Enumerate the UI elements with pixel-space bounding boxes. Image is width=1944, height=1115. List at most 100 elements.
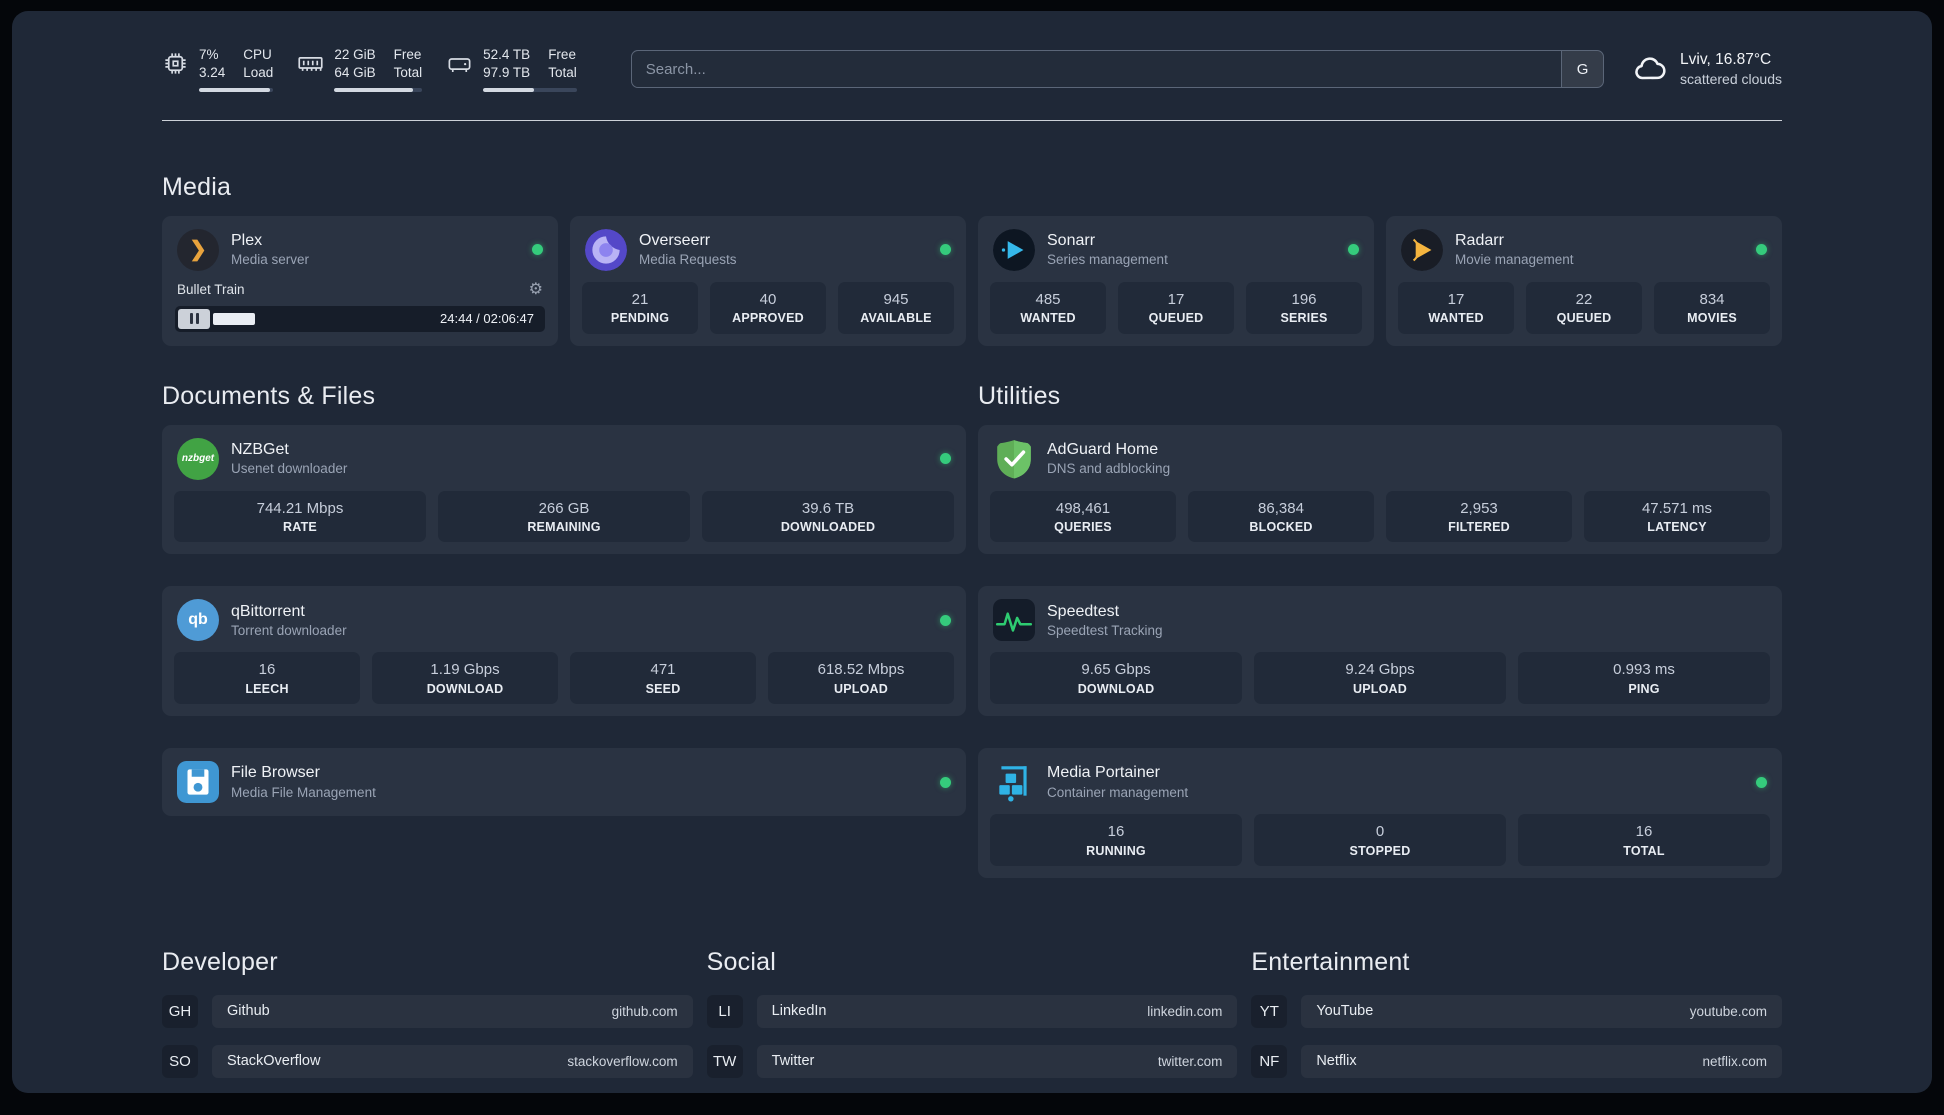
ram-total: 64 GiB — [334, 64, 376, 80]
portainer-card[interactable]: Media Portainer Container management 16 … — [978, 748, 1782, 878]
stat-label: PING — [1628, 681, 1660, 696]
bookmark-name: LinkedIn — [771, 1003, 827, 1020]
cpu-progress-bar — [199, 87, 274, 92]
cpu-percent: 7% — [199, 47, 219, 62]
app-subtitle: Media server — [231, 252, 310, 268]
app-name: NZBGet — [231, 440, 289, 458]
status-dot — [1348, 244, 1359, 256]
speedtest-card[interactable]: Speedtest Speedtest Tracking 9.65 Gbps D… — [978, 586, 1782, 716]
bookmark-url: stackoverflow.com — [567, 1053, 678, 1069]
nzbget-card[interactable]: nzbget NZBGet Usenet downloader 744.21 M… — [162, 424, 966, 555]
stat-value: 744.21 Mbps — [256, 499, 344, 517]
bookmark-name: Twitter — [771, 1053, 815, 1070]
topbar-divider — [162, 119, 1782, 121]
stat-remaining: 266 GB REMAINING — [438, 490, 690, 543]
bookmark-netflix[interactable]: Netflix netflix.com — [1301, 1044, 1782, 1078]
disk-label-bottom: Total — [548, 64, 577, 80]
disk-progress-bar — [483, 87, 577, 92]
speedtest-icon — [993, 599, 1035, 642]
weather-widget[interactable]: Lviv, 16.87°C scattered clouds — [1632, 51, 1782, 87]
section-title-media: Media — [162, 172, 232, 201]
stat-value: 471 — [650, 661, 676, 679]
stat-stopped: 0 STOPPED — [1254, 814, 1506, 866]
topbar: 7% CPU 3.24 Load 22 GiB Free — [162, 47, 1782, 92]
overseerr-card[interactable]: Overseerr Media Requests 21 PENDING 40 A… — [570, 215, 966, 346]
bookmark-group-social: Social LI LinkedIn linkedin.com TW Twitt… — [706, 948, 1238, 1093]
stat-leech: 16 LEECH — [174, 652, 360, 704]
app-name: Plex — [231, 232, 263, 250]
bookmark-github[interactable]: Github github.com — [212, 994, 693, 1028]
stat-label: QUERIES — [1054, 520, 1112, 534]
stat-series: 196 SERIES — [1246, 281, 1362, 334]
bookmark-youtube[interactable]: YouTube youtube.com — [1301, 994, 1782, 1028]
playback-progress-bar[interactable] — [213, 309, 432, 329]
stat-label: WANTED — [1020, 311, 1076, 326]
stat-wanted: 485 WANTED — [990, 281, 1106, 334]
stat-value: 21 — [631, 290, 649, 308]
app-name: File Browser — [231, 764, 320, 782]
search-input[interactable] — [631, 60, 1562, 78]
qbittorrent-card[interactable]: qb qBittorrent Torrent downloader 16 LEE… — [162, 586, 966, 716]
stat-upload: 618.52 Mbps UPLOAD — [768, 652, 954, 704]
stat-value: 0.993 ms — [1613, 661, 1675, 679]
stat-label: RUNNING — [1086, 843, 1146, 858]
disk-total: 97.9 TB — [483, 64, 531, 80]
search-engine-button[interactable]: G — [1561, 51, 1604, 88]
adguard-card[interactable]: AdGuard Home DNS and adblocking 498,461 … — [978, 424, 1782, 555]
list-item: YT YouTube youtube.com — [1251, 994, 1782, 1028]
gear-icon[interactable]: ⚙ — [528, 280, 543, 298]
disk-widget: 52.4 TB Free 97.9 TB Total — [446, 47, 577, 92]
stat-value: 618.52 Mbps — [817, 661, 905, 679]
list-item: SO StackOverflow stackoverflow.com — [162, 1044, 693, 1078]
stat-label: BLOCKED — [1249, 520, 1313, 534]
bookmark-stackoverflow[interactable]: StackOverflow stackoverflow.com — [212, 1044, 693, 1078]
stat-running: 16 RUNNING — [990, 814, 1242, 866]
stat-value: 2,953 — [1460, 499, 1498, 517]
bookmark-url: youtube.com — [1689, 1003, 1767, 1019]
bookmark-linkedin[interactable]: LinkedIn linkedin.com — [756, 994, 1238, 1028]
app-name: Overseerr — [639, 232, 711, 250]
ram-label-top: Free — [393, 47, 422, 62]
stat-value: 0 — [1375, 823, 1385, 840]
stat-value: 485 — [1035, 290, 1061, 308]
stat-value: 16 — [1107, 823, 1125, 840]
section-title-developer: Developer — [162, 947, 278, 976]
stat-rate: 744.21 Mbps RATE — [174, 490, 426, 543]
disk-label-top: Free — [548, 47, 576, 62]
weather-location: Lviv, 16.87°C — [1680, 51, 1772, 69]
app-subtitle: Torrent downloader — [231, 622, 347, 638]
memory-icon — [298, 57, 323, 71]
bookmark-twitter[interactable]: Twitter twitter.com — [756, 1044, 1238, 1078]
bookmark-abbr: NF — [1251, 1044, 1288, 1078]
status-dot — [940, 614, 951, 626]
filebrowser-card[interactable]: File Browser Media File Management — [162, 748, 966, 816]
ram-progress-bar — [334, 87, 423, 92]
stat-value: 47.571 ms — [1641, 499, 1713, 517]
disk-free: 52.4 TB — [483, 47, 531, 62]
bookmark-url: linkedin.com — [1147, 1003, 1223, 1019]
stat-queries: 498,461 QUERIES — [990, 490, 1176, 543]
status-dot — [940, 453, 951, 464]
stat-label: LATENCY — [1647, 520, 1707, 534]
stat-blocked: 86,384 BLOCKED — [1188, 490, 1374, 543]
pause-button[interactable] — [178, 308, 210, 329]
documents-column: Documents & Files nzbget NZBGet Usenet d… — [162, 346, 966, 816]
adguard-icon — [993, 438, 1035, 480]
stat-label: DOWNLOADED — [780, 520, 876, 534]
stat-value: 17 — [1447, 290, 1465, 308]
cpu-load: 3.24 — [199, 64, 226, 80]
app-name: AdGuard Home — [1047, 440, 1159, 458]
ram-widget: 22 GiB Free 64 GiB Total — [297, 47, 423, 92]
radarr-card[interactable]: Radarr Movie management 17 WANTED 22 QUE… — [1386, 215, 1782, 346]
plex-card[interactable]: ❯ Plex Media server Bullet Train ⚙ — [162, 215, 558, 346]
stat-label: LEECH — [245, 681, 289, 696]
stat-value: 17 — [1167, 290, 1185, 308]
stat-upload: 9.24 Gbps UPLOAD — [1254, 652, 1506, 704]
stat-label: QUEUED — [1148, 311, 1204, 326]
bookmark-abbr: GH — [162, 994, 198, 1028]
qbittorrent-icon: qb — [177, 599, 219, 642]
stat-label: DOWNLOAD — [1077, 681, 1155, 696]
stat-ping: 0.993 ms PING — [1518, 652, 1770, 704]
sonarr-card[interactable]: Sonarr Series management 485 WANTED 17 Q… — [978, 215, 1374, 346]
status-dot — [532, 244, 543, 256]
